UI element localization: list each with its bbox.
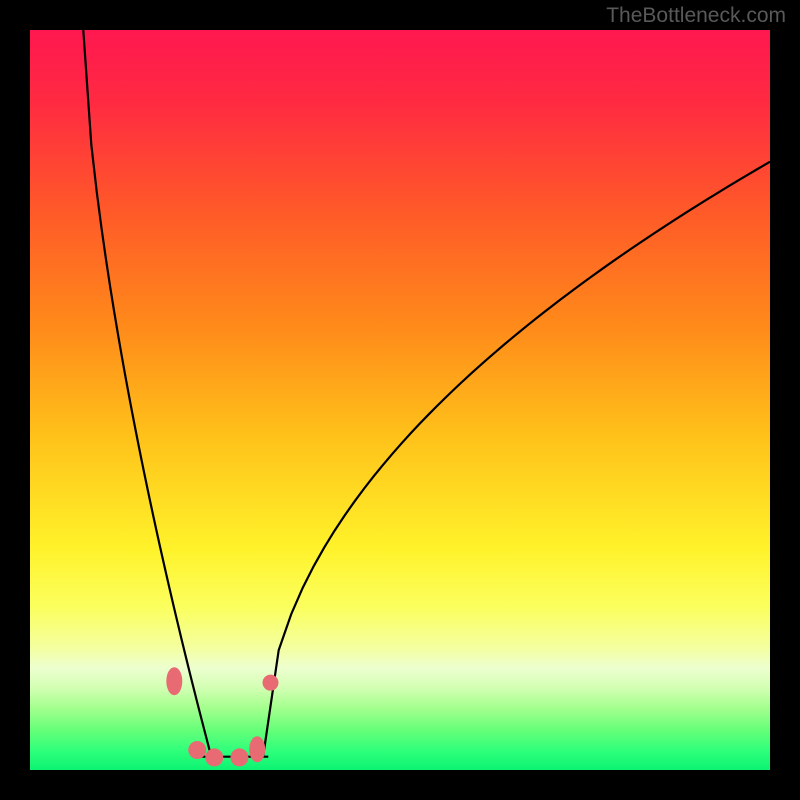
plot-area: [30, 30, 770, 770]
watermark-text: TheBottleneck.com: [606, 4, 786, 28]
marker-valley-3: [230, 748, 248, 766]
marker-valley-2: [205, 748, 223, 766]
bottleneck-curve-left: [83, 30, 211, 757]
marker-valley-4: [249, 736, 265, 762]
marker-left-cluster: [166, 667, 182, 695]
chart-container: TheBottleneck.com: [0, 0, 800, 800]
marker-right-upper: [263, 675, 279, 691]
curve-overlay: [30, 30, 770, 770]
marker-valley-1: [188, 741, 206, 759]
data-markers: [166, 667, 278, 766]
bottleneck-curve-right: [263, 162, 770, 757]
